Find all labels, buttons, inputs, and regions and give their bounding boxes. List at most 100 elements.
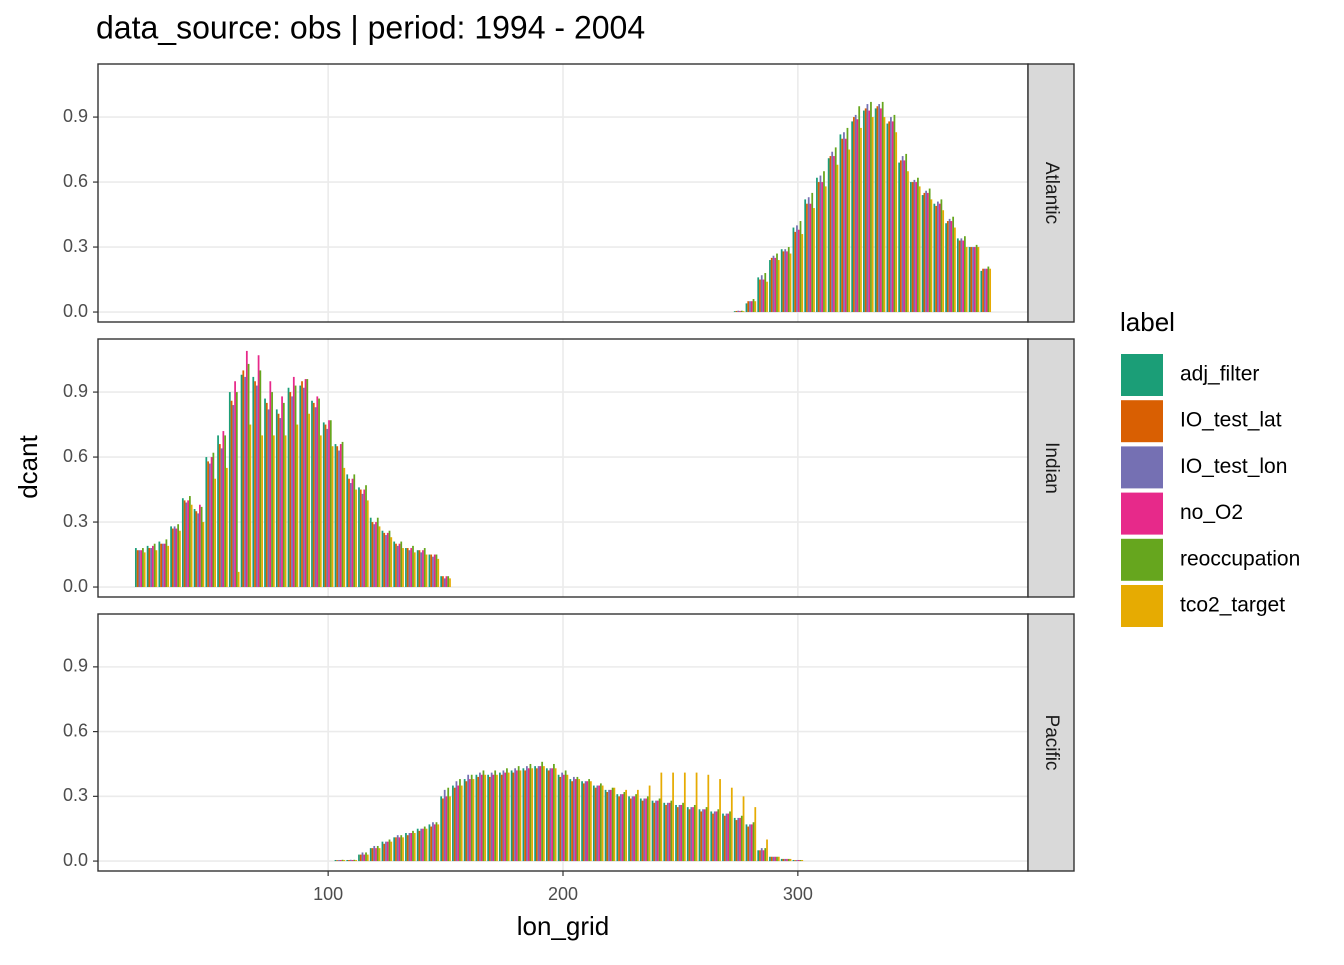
bar xyxy=(311,400,313,588)
bar xyxy=(719,779,721,862)
bar xyxy=(160,543,162,588)
bar xyxy=(693,804,696,862)
legend-key xyxy=(1121,446,1163,489)
bar xyxy=(749,301,751,313)
bar xyxy=(254,381,256,588)
bar xyxy=(433,554,436,588)
bar xyxy=(183,500,186,588)
bar xyxy=(358,854,360,862)
bar xyxy=(197,513,199,588)
bar xyxy=(418,830,421,862)
bar xyxy=(369,517,372,588)
bar xyxy=(136,550,139,588)
bar xyxy=(416,828,419,862)
bar xyxy=(891,121,894,313)
bar xyxy=(635,794,637,862)
bar xyxy=(648,785,651,862)
bar xyxy=(264,398,266,588)
bar xyxy=(712,813,714,862)
bar xyxy=(386,841,389,862)
bar xyxy=(760,848,763,862)
bar xyxy=(983,268,986,313)
bar xyxy=(658,798,661,862)
bar xyxy=(789,253,792,313)
y-tick-label: 0.0 xyxy=(63,850,88,870)
bar xyxy=(222,431,225,588)
bar xyxy=(799,221,802,313)
bar xyxy=(249,424,252,588)
bar xyxy=(670,800,673,862)
bar xyxy=(578,779,581,862)
bar xyxy=(582,783,585,862)
bar xyxy=(786,251,788,313)
bar xyxy=(257,355,260,588)
bar xyxy=(742,311,745,313)
bar xyxy=(502,770,505,862)
bar xyxy=(769,856,771,862)
bar xyxy=(244,376,246,588)
bar xyxy=(574,779,577,862)
bar xyxy=(460,785,463,862)
bar xyxy=(863,110,865,313)
bar xyxy=(977,247,980,313)
bar xyxy=(883,117,886,313)
bar xyxy=(933,203,936,313)
bar xyxy=(527,768,530,862)
bar xyxy=(792,227,795,313)
strip-label: Atlantic xyxy=(1041,162,1062,224)
bar xyxy=(722,813,724,862)
bar xyxy=(876,106,879,313)
bar xyxy=(400,541,403,588)
bar xyxy=(247,363,250,588)
bar xyxy=(432,556,434,588)
bar xyxy=(445,796,448,862)
bar xyxy=(442,798,444,862)
bar xyxy=(566,774,569,862)
bar xyxy=(422,828,424,862)
bar xyxy=(762,279,765,313)
chart-title: data_source: obs | period: 1994 - 2004 xyxy=(96,9,645,45)
bar xyxy=(723,815,726,862)
bar xyxy=(492,774,495,862)
bar xyxy=(616,794,619,862)
bar xyxy=(308,413,310,588)
bar xyxy=(371,522,374,588)
bar xyxy=(660,772,663,862)
bar xyxy=(698,809,701,862)
bar xyxy=(666,802,669,862)
bar xyxy=(675,804,677,862)
bar xyxy=(179,530,181,588)
bar xyxy=(975,244,978,313)
bar xyxy=(829,156,832,313)
bar xyxy=(234,381,236,588)
bar xyxy=(245,350,248,588)
bar xyxy=(881,101,884,313)
bar xyxy=(539,766,542,862)
bar xyxy=(629,798,632,862)
bar xyxy=(985,268,988,313)
bar xyxy=(512,772,515,862)
bar xyxy=(304,379,307,588)
bar xyxy=(888,121,891,313)
bar xyxy=(510,770,513,862)
bar xyxy=(680,804,683,862)
bar xyxy=(898,162,901,313)
bar xyxy=(232,405,235,588)
bar xyxy=(218,444,221,588)
bar xyxy=(296,424,299,588)
bar xyxy=(484,774,487,862)
bar xyxy=(747,826,750,862)
bar xyxy=(326,428,329,588)
bar xyxy=(553,763,555,862)
bar xyxy=(733,311,736,313)
bar xyxy=(181,498,184,588)
bar xyxy=(913,179,916,313)
bar xyxy=(425,554,428,588)
bar xyxy=(408,833,411,862)
y-tick-label: 0.9 xyxy=(63,106,88,126)
bar xyxy=(745,824,748,862)
bar xyxy=(152,545,154,588)
bar xyxy=(871,117,874,313)
bar xyxy=(604,789,607,862)
bar xyxy=(519,770,522,862)
